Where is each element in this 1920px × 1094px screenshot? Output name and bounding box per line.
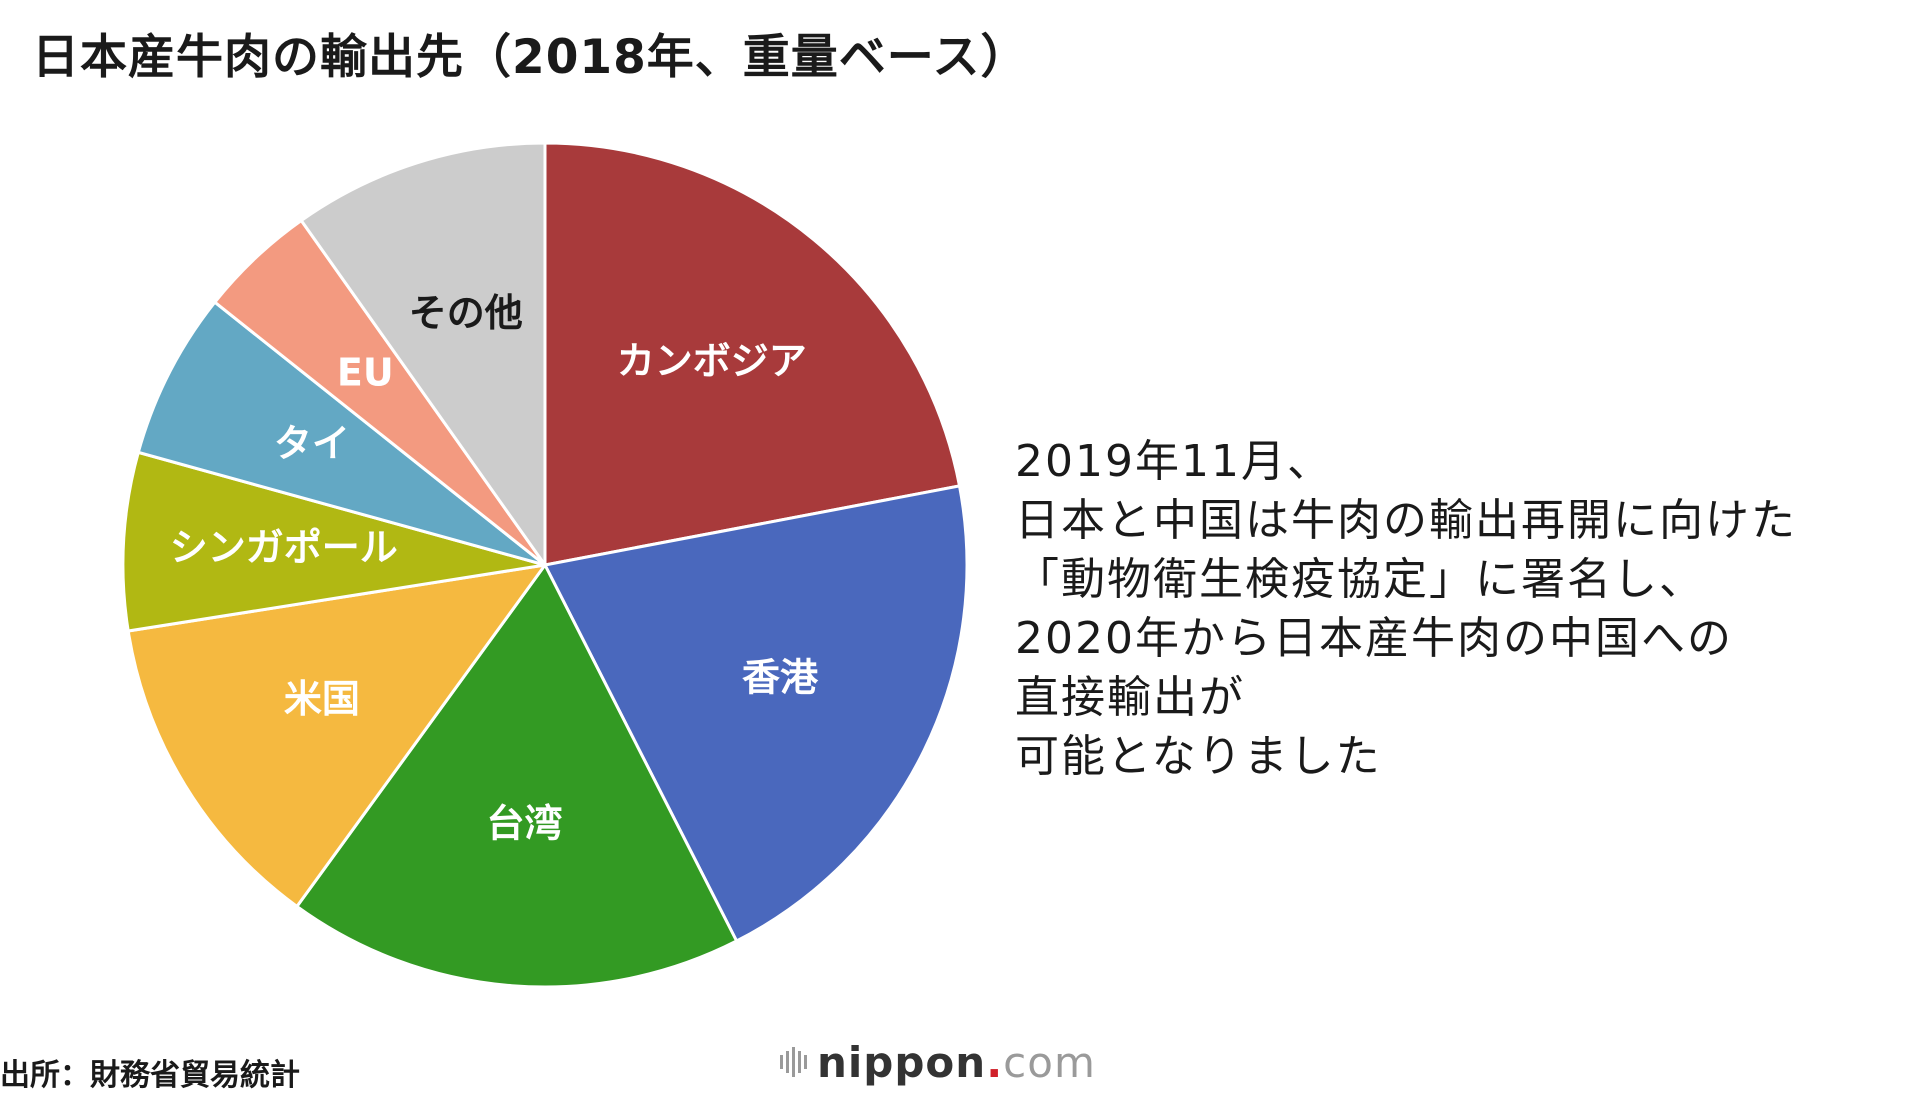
pie-slice-7 — [299, 141, 547, 570]
pie-slice-label-7: その他 — [409, 291, 523, 335]
pie-slice-label-6: EU — [337, 350, 394, 394]
annotation-text: 2019年11月、 日本と中国は牛肉の輸出再開に向けた 「動物衛生検疫協定」に署… — [1015, 432, 1797, 786]
annotation-line: 日本と中国は牛肉の輸出再開に向けた — [1015, 495, 1797, 546]
pie-slice-label-5: タイ — [274, 422, 350, 466]
pie-slice-label-0: カンボジア — [617, 339, 807, 383]
pie-slice-label-4: シンガポール — [170, 526, 398, 570]
pie-slice-5 — [136, 300, 546, 567]
pie-slice-2 — [294, 562, 739, 989]
logo-suffix: com — [1003, 1037, 1096, 1087]
logo-name: nippon — [817, 1037, 987, 1087]
nippon-logo: nippon.com — [780, 1038, 1096, 1087]
logo-wordmark: nippon.com — [817, 1038, 1096, 1087]
annotation-line: 「動物衛生検疫協定」に署名し、 — [1015, 554, 1705, 605]
source-note: 出所：財務省貿易統計 — [0, 1058, 300, 1093]
annotation-line: 2020年から日本産牛肉の中国への — [1015, 613, 1733, 664]
annotation-line: 直接輸出が — [1015, 672, 1245, 723]
pie-slice-label-3: 米国 — [284, 677, 360, 721]
logo-dot: . — [986, 1037, 1004, 1087]
pie-slice-0 — [543, 141, 962, 567]
pie-slice-1 — [542, 484, 969, 944]
annotation-line: 2019年11月、 — [1015, 436, 1333, 487]
chart-title: 日本産牛肉の輸出先（2018年、重量ベース） — [32, 30, 1029, 85]
pie-slice-label-2: 台湾 — [486, 801, 562, 845]
annotation-line: 可能となりました — [1015, 731, 1382, 782]
pie-slice-3 — [126, 562, 549, 909]
nippon-logo-bars-icon — [780, 1047, 807, 1077]
pie-slice-label-1: 香港 — [742, 656, 819, 700]
pie-slices — [121, 141, 969, 989]
pie-slice-4 — [121, 450, 546, 633]
